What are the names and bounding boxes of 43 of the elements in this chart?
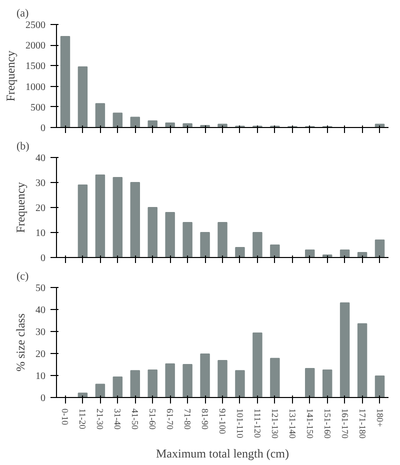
x-tick-label: 71-80 [182, 408, 193, 430]
x-tick-label: 51-60 [148, 408, 158, 430]
y-tick-label: 2000 [26, 40, 46, 52]
y-tick-label: 50 [36, 283, 46, 294]
y-tick-label: 10 [36, 371, 46, 382]
y-tick-label: 0 [40, 253, 46, 264]
x-tick-label: 31-40 [112, 408, 123, 430]
x-tick-label: 180+ [374, 408, 385, 428]
x-tick-label: 151-160 [322, 408, 332, 439]
chart-title: (c) [16, 270, 30, 282]
x-tick-label: 141-150 [304, 408, 315, 439]
y-tick-label: 500 [30, 102, 46, 114]
y-tick-label: 0 [40, 123, 46, 134]
chart-title: (a) [16, 8, 30, 20]
y-tick-label: 40 [36, 305, 46, 316]
y-axis-title: Frequency [14, 182, 28, 233]
y-axis-title: Frequency [4, 50, 18, 102]
y-tick-label: 1000 [26, 82, 46, 93]
x-tick-label: 161-170 [340, 408, 350, 439]
y-tick-label: 0 [40, 393, 46, 404]
x-tick-label: 101-110 [234, 408, 245, 439]
y-tick-label: 20 [36, 349, 46, 360]
y-tick-label: 30 [36, 178, 46, 189]
y-tick-label: 2500 [26, 20, 46, 31]
x-tick-label: 121-130 [270, 408, 280, 439]
x-tick-label: 11-20 [78, 408, 88, 430]
y-tick-label: 20 [36, 203, 46, 214]
x-tick-label: 111-120 [252, 408, 262, 438]
x-tick-label: 61-70 [165, 408, 176, 430]
y-tick-label: 40 [36, 153, 46, 164]
chart-title: (b) [16, 140, 30, 152]
y-tick-label: 1500 [26, 61, 46, 72]
x-tick-label: 0-10 [60, 408, 70, 426]
y-tick-label: 10 [36, 228, 46, 239]
y-tick-label: 30 [36, 327, 46, 338]
x-tick-label: 21-30 [95, 408, 106, 430]
x-axis-title: Maximum total length (cm) [156, 446, 289, 460]
x-tick-label: 91-100 [218, 408, 228, 434]
x-tick-label: 171-180 [357, 408, 368, 439]
y-axis-title: % size class [14, 313, 28, 372]
x-tick-label: 41-50 [130, 408, 140, 430]
x-tick-label: 131-140 [287, 408, 298, 439]
x-tick-label: 81-90 [200, 408, 210, 430]
